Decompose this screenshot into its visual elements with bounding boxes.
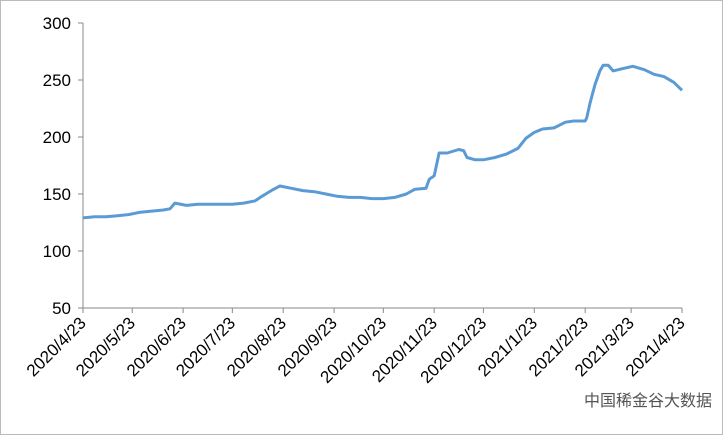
y-tick-label: 250 [43,71,71,90]
y-tick-label: 300 [43,14,71,33]
y-tick-label: 150 [43,185,71,204]
y-tick-label: 100 [43,242,71,261]
watermark: 中国稀金谷大数据 [584,392,712,410]
y-tick-label: 200 [43,128,71,147]
y-tick-label: 50 [52,299,71,318]
price-line [82,63,684,220]
